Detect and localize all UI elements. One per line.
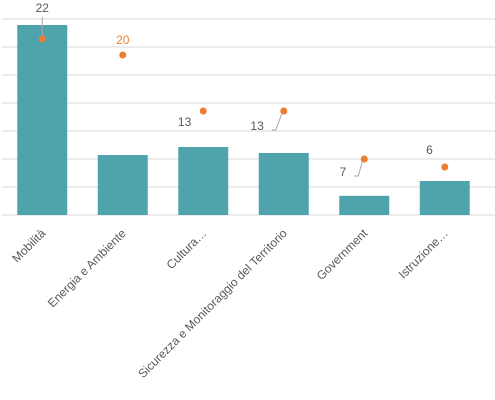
bar [419, 181, 470, 215]
dot [38, 35, 46, 43]
x-tick-label: Sicurezza e Monitoraggio del Territorio [135, 226, 290, 381]
dot [280, 107, 288, 115]
dot [360, 155, 368, 163]
x-tick-label: Istruzione… [396, 226, 451, 281]
data-label: 22 [36, 1, 50, 15]
bar [258, 153, 309, 215]
data-label: 13 [178, 115, 192, 129]
dot [119, 51, 127, 59]
x-tick-label: Energia e Ambiente [45, 226, 129, 310]
data-label: 6 [426, 143, 433, 157]
x-tick-label: Government [314, 226, 371, 283]
x-tick-label: Mobilità [9, 226, 48, 265]
data-label: 13 [250, 119, 264, 133]
x-tick-label: Cultura… [164, 226, 210, 272]
dot [441, 163, 449, 171]
bar [17, 25, 68, 215]
bar [339, 195, 390, 215]
data-label: 20 [116, 33, 130, 47]
data-label: 7 [340, 165, 347, 179]
leader-line [354, 161, 363, 177]
leader-line [271, 113, 283, 131]
bar [178, 147, 229, 215]
dot [199, 107, 207, 115]
bar [97, 155, 148, 215]
